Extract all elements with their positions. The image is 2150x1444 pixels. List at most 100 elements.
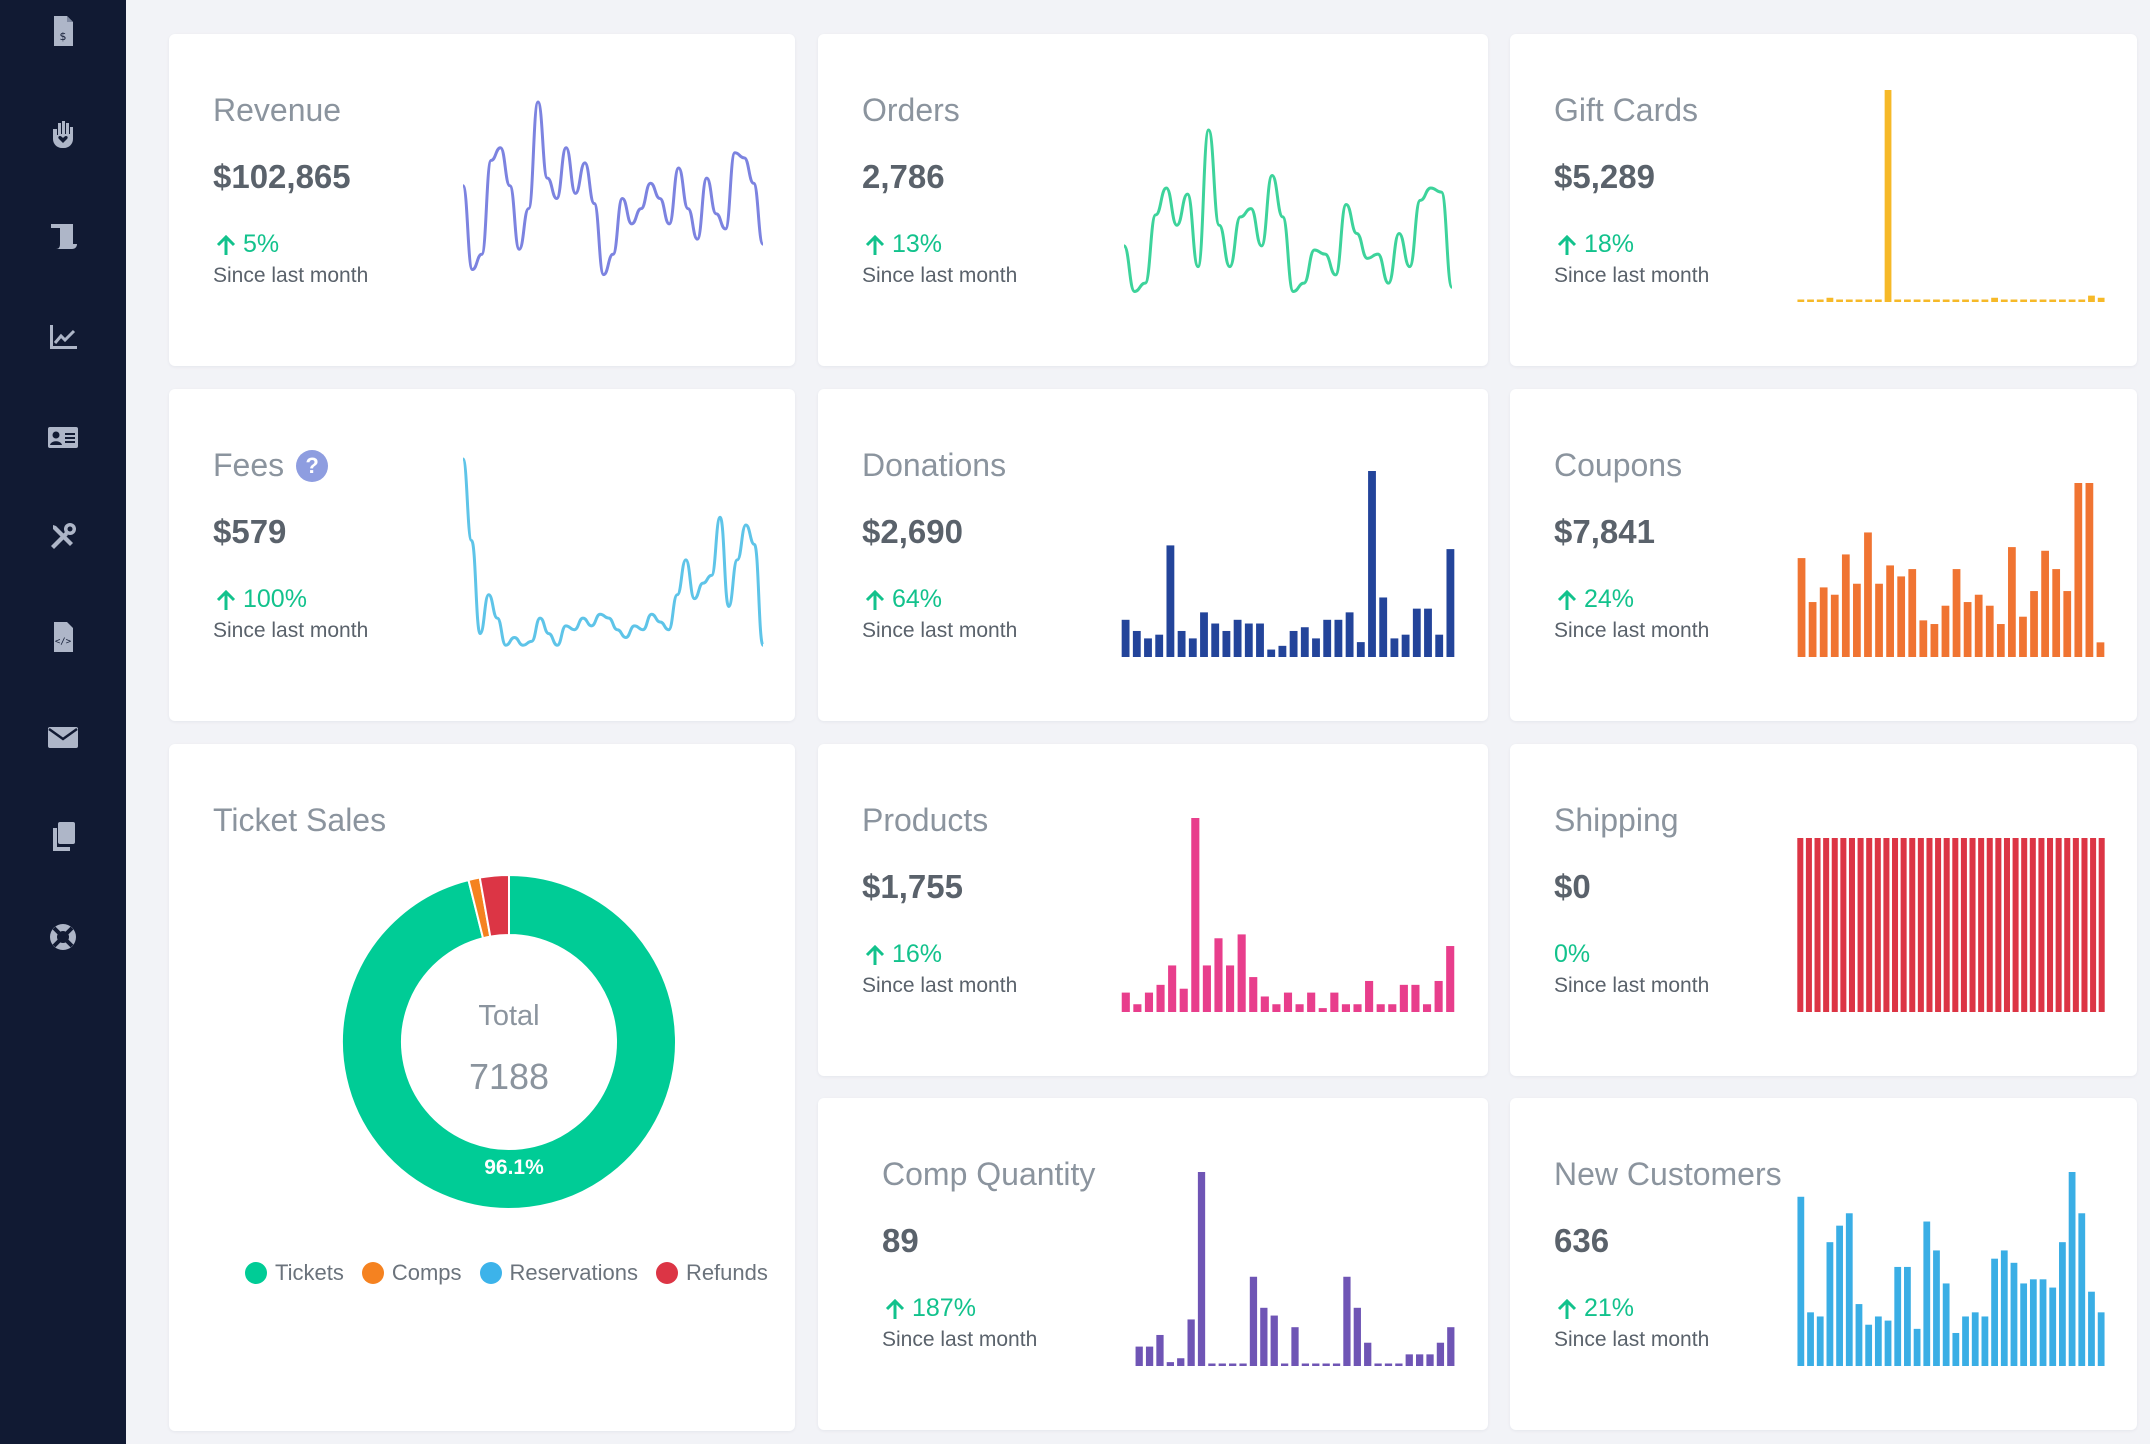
bar xyxy=(2096,642,2105,657)
bar xyxy=(1239,1363,1247,1366)
bar xyxy=(1952,569,1961,657)
bar xyxy=(1301,1363,1310,1366)
bar xyxy=(2049,1287,2057,1366)
bar xyxy=(1883,838,1890,1012)
card-title: Orders xyxy=(862,92,960,128)
donations-bar-chart xyxy=(1121,471,1455,657)
bar xyxy=(1426,1354,1434,1366)
arrow-up-icon xyxy=(1557,1298,1577,1319)
bar xyxy=(2098,838,2105,1012)
bar xyxy=(1145,1346,1154,1366)
help-icon[interactable]: ? xyxy=(296,449,329,482)
nav-donations[interactable] xyxy=(40,110,86,156)
bar xyxy=(2072,838,2079,1012)
bar xyxy=(2020,299,2028,302)
bar xyxy=(1996,624,2005,657)
bar xyxy=(1424,608,1432,657)
bar xyxy=(1985,605,1994,657)
donut-chart: 96.1% xyxy=(341,873,677,1210)
bar xyxy=(1379,597,1388,657)
legend-item-comps[interactable]: Comps xyxy=(361,1260,462,1286)
change-value: 100% xyxy=(243,585,307,613)
bar xyxy=(1840,838,1847,1012)
bar xyxy=(2047,838,2054,1012)
bar xyxy=(1249,1276,1258,1366)
bar xyxy=(2010,1262,2018,1366)
shipping-bar-chart xyxy=(1797,838,2105,1012)
orders-sparkline xyxy=(1122,128,1454,293)
bar xyxy=(1894,299,1902,302)
bar xyxy=(1280,1363,1289,1366)
bar xyxy=(1855,299,1863,302)
slice-tickets[interactable] xyxy=(341,873,677,1210)
bar xyxy=(1353,1307,1361,1366)
scroll-icon xyxy=(51,224,77,249)
nav-invoices[interactable]: $ xyxy=(40,8,86,54)
since-label: Since last month xyxy=(882,1328,1038,1351)
bar xyxy=(1200,612,1208,657)
bar xyxy=(2029,838,2036,1012)
bar xyxy=(1848,838,1855,1012)
bar xyxy=(1830,594,1839,657)
bar xyxy=(1121,619,1130,657)
nav-code[interactable]: </> xyxy=(40,614,86,660)
legend-label: Reservations xyxy=(509,1260,638,1285)
line-chart-icon xyxy=(50,325,77,349)
bar xyxy=(2052,569,2061,657)
bar xyxy=(1365,980,1374,1012)
slice-refunds[interactable] xyxy=(478,873,510,938)
nav-documents[interactable] xyxy=(40,814,86,860)
card-donations: Donations $2,690 64% Since last month xyxy=(818,389,1488,721)
card-value: $1,755 xyxy=(862,868,963,905)
bar xyxy=(1405,1354,1413,1366)
legend-item-reservations[interactable]: Reservations xyxy=(479,1260,638,1286)
change-value: 0% xyxy=(1554,940,1591,968)
nav-support[interactable] xyxy=(40,914,86,960)
legend-item-refunds[interactable]: Refunds xyxy=(655,1260,768,1286)
card-shipping: Shipping $0 0% Since last month xyxy=(1510,744,2137,1076)
nav-reports[interactable] xyxy=(40,314,86,360)
nav-tools[interactable] xyxy=(40,514,86,560)
bar xyxy=(1177,1358,1185,1366)
card-value: $102,865 xyxy=(213,158,351,195)
bar xyxy=(1233,619,1242,657)
nav-contacts[interactable] xyxy=(40,414,86,460)
bar xyxy=(1930,624,1939,657)
bar xyxy=(1919,620,1928,657)
bar xyxy=(2049,299,2057,302)
tools-icon xyxy=(51,523,76,549)
coupons-bar-chart xyxy=(1797,483,2105,657)
bar xyxy=(1388,1004,1397,1012)
bar xyxy=(2041,550,2049,657)
bar xyxy=(1991,1258,1998,1366)
bar xyxy=(2088,1291,2095,1366)
bar xyxy=(1416,1354,1424,1366)
bar xyxy=(1395,1363,1403,1366)
bar xyxy=(1356,642,1365,657)
bar xyxy=(1135,1346,1143,1366)
nav-mail[interactable] xyxy=(40,714,86,760)
sidebar: $ </> xyxy=(0,0,126,1444)
bar xyxy=(1981,299,1989,302)
bar xyxy=(1963,602,1972,657)
legend-dot xyxy=(655,1262,678,1284)
bar xyxy=(1845,1213,1853,1366)
bar xyxy=(1845,299,1853,302)
card-title: Comp Quantity xyxy=(882,1156,1096,1192)
bar xyxy=(1390,638,1399,657)
nav-scroll[interactable] xyxy=(40,212,86,258)
bar xyxy=(2074,483,2083,657)
bar xyxy=(2090,838,2097,1012)
bar xyxy=(1218,1363,1226,1366)
card-title: Coupons xyxy=(1554,447,1683,483)
since-label: Since last month xyxy=(213,619,369,642)
bar xyxy=(1384,1363,1393,1366)
bar xyxy=(1797,558,1806,657)
card-revenue: Revenue $102,865 5% Since last month xyxy=(169,34,795,366)
bar xyxy=(1353,1004,1362,1012)
card-title: Gift Cards xyxy=(1554,92,1699,128)
series-line xyxy=(461,457,765,647)
since-label: Since last month xyxy=(862,974,1018,997)
bar xyxy=(1923,299,1931,302)
legend-item-tickets[interactable]: Tickets xyxy=(245,1260,344,1286)
